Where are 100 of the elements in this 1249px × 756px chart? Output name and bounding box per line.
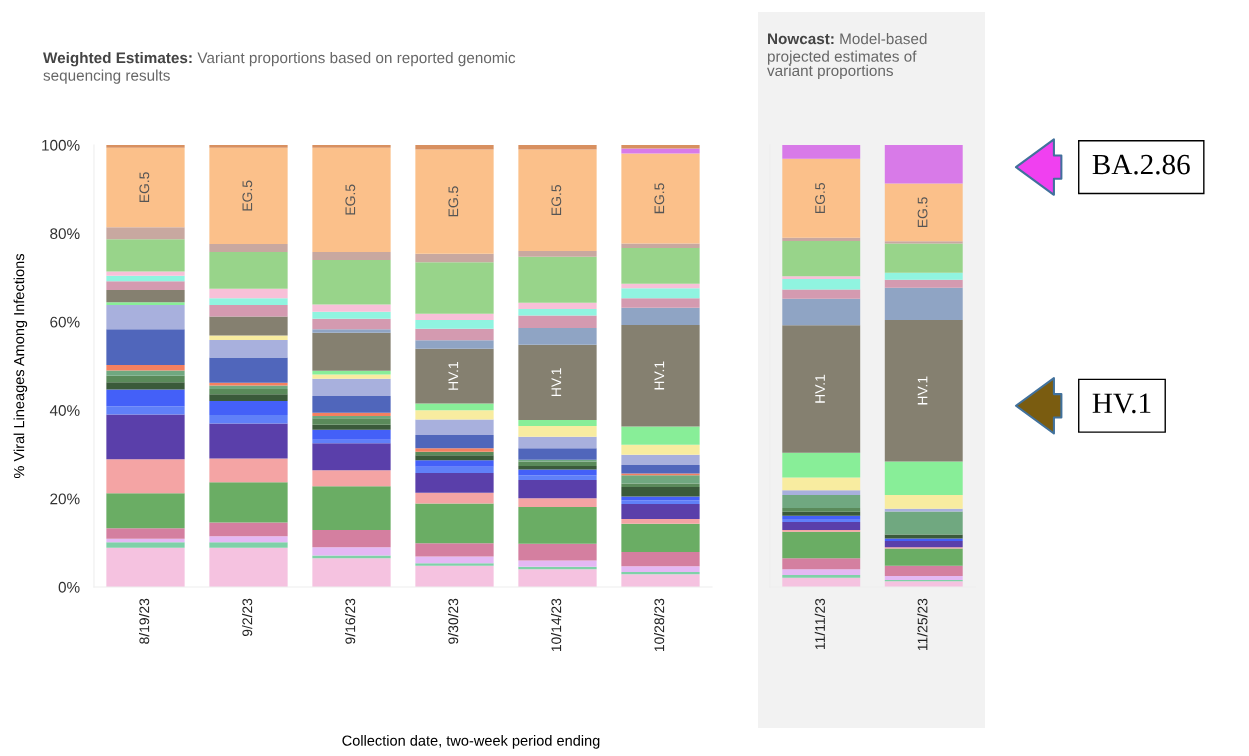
bar — [209, 335, 288, 340]
bar — [621, 307, 700, 325]
text: EG.5 — [654, 183, 665, 214]
bar — [518, 315, 597, 328]
bar — [106, 382, 185, 390]
y-tick-label: 80% — [50, 228, 80, 240]
bar — [782, 289, 861, 299]
bar — [415, 149, 494, 254]
bar — [415, 253, 494, 263]
text: EG.5 — [815, 183, 825, 213]
bar — [518, 475, 597, 481]
bar — [621, 503, 700, 519]
bar — [518, 448, 597, 460]
bar — [782, 495, 861, 508]
x-axis-title: Collection date, two-week period ending — [342, 735, 600, 749]
bar — [518, 569, 597, 587]
bar — [621, 552, 700, 567]
bar — [621, 500, 700, 504]
bar — [209, 298, 288, 305]
bar — [106, 542, 185, 548]
bar — [782, 515, 861, 520]
bar — [106, 493, 185, 529]
bar — [518, 543, 597, 561]
bar — [884, 534, 963, 539]
bar — [884, 538, 963, 542]
text: EG.5 — [551, 185, 562, 215]
bar — [312, 304, 391, 312]
bar — [312, 259, 391, 305]
bar — [415, 262, 494, 314]
x-tick-label: 11/11/23 — [814, 598, 825, 650]
bar — [621, 574, 700, 587]
text: HV.1 — [551, 368, 562, 397]
bar — [884, 279, 963, 288]
bar — [312, 378, 391, 397]
bar — [209, 251, 288, 289]
bar — [209, 482, 288, 523]
series-label: EG.5 — [917, 197, 928, 228]
bar — [884, 565, 963, 576]
bar — [621, 571, 700, 575]
bar — [106, 281, 185, 290]
bar — [415, 466, 494, 473]
bar — [415, 455, 494, 461]
bar — [106, 528, 185, 539]
bar — [312, 329, 391, 333]
bar — [312, 470, 391, 487]
bar — [621, 475, 700, 484]
bar — [621, 487, 700, 497]
bar — [415, 460, 494, 467]
bar — [518, 251, 597, 257]
y-tick-label: 40% — [49, 405, 80, 416]
bar — [312, 396, 391, 413]
bar — [518, 344, 597, 420]
bar — [312, 547, 391, 556]
bar — [518, 436, 597, 449]
bar — [782, 158, 861, 238]
y-tick-label: 100% — [42, 139, 80, 151]
bar — [884, 495, 963, 509]
bar — [209, 415, 288, 424]
bar — [782, 519, 861, 523]
bar — [209, 522, 288, 537]
bar — [415, 145, 494, 150]
bar — [621, 454, 700, 466]
bar — [209, 458, 288, 483]
bar — [518, 560, 597, 567]
bar — [884, 511, 963, 535]
bar — [415, 419, 494, 435]
bar — [209, 147, 288, 245]
bar — [782, 511, 861, 516]
bar — [415, 556, 494, 564]
bar — [312, 529, 391, 548]
bar — [106, 302, 185, 305]
x-tick-label: 8/19/23 — [139, 598, 150, 644]
bar — [106, 406, 185, 415]
bar — [884, 548, 963, 566]
bar — [415, 503, 494, 544]
bar — [415, 448, 494, 452]
bar — [884, 272, 963, 280]
bar — [518, 426, 597, 437]
text: BA.2.86 — [1092, 154, 1190, 175]
bar — [621, 523, 700, 553]
bar — [621, 496, 700, 501]
bar — [209, 394, 288, 401]
bar — [415, 340, 494, 349]
y-axis-title: % Viral Lineages Among Infections — [13, 253, 28, 479]
x-tick-label: 9/30/23 — [448, 598, 459, 644]
bar — [782, 507, 861, 512]
bar — [621, 243, 700, 248]
x-tick-label: 9/2/23 — [242, 598, 253, 637]
text: HV.1 — [1092, 393, 1151, 414]
bar — [621, 145, 700, 149]
bar — [621, 283, 700, 289]
bar — [415, 472, 494, 493]
bar — [782, 452, 861, 478]
series-label: HV.1 — [448, 362, 459, 390]
bar — [106, 275, 185, 282]
bar — [884, 145, 963, 184]
bar — [621, 518, 700, 524]
bar — [621, 444, 700, 455]
text: HV.1 — [917, 376, 928, 405]
bar — [782, 522, 861, 530]
